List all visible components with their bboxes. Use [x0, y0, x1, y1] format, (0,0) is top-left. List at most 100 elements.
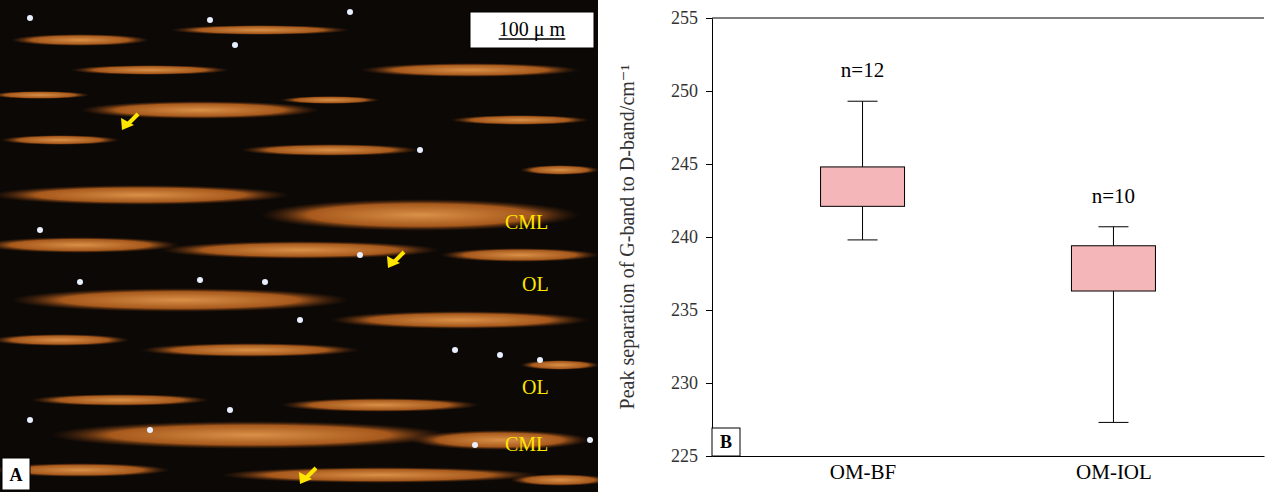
organic-streak — [0, 185, 290, 205]
scale-bar-label: 100 μ m — [499, 18, 566, 41]
mineral-grain — [27, 15, 33, 21]
y-tick-mark — [706, 91, 712, 92]
mineral-grain — [197, 277, 203, 283]
layer-label: OL — [522, 376, 549, 398]
y-axis-title: Peak separation of G-band to D-band/cm⁻¹ — [616, 65, 639, 410]
panel-letter-box — [2, 458, 30, 490]
panel-a: 100 μ m CML OL OL CML A — [0, 0, 610, 492]
organic-streak — [70, 65, 230, 75]
mineral-grain — [27, 417, 33, 423]
whisker-lower — [1113, 291, 1114, 422]
organic-streak — [440, 248, 598, 262]
mineral-grain — [537, 357, 543, 363]
organic-streak — [10, 288, 350, 312]
whisker-cap-max — [848, 101, 878, 102]
whisker-cap-min — [848, 239, 878, 240]
organic-streak — [520, 360, 598, 370]
x-axis: OM-BF OM-IOL — [713, 457, 1265, 484]
organic-streak — [170, 25, 350, 35]
y-tick-label: 245 — [671, 154, 698, 174]
x-tick: OM-IOL — [1076, 460, 1152, 484]
mineral-grain — [452, 347, 458, 353]
panel-letter: A — [10, 465, 23, 485]
whisker-upper — [1113, 227, 1114, 246]
organic-streak — [410, 430, 590, 450]
y-tick-label: 230 — [671, 373, 698, 393]
organic-streak — [450, 115, 590, 125]
mineral-grain — [232, 42, 238, 48]
y-tick: 245 — [671, 154, 712, 174]
y-tick-mark — [706, 310, 712, 311]
organic-streak — [0, 91, 90, 99]
whisker-cap-min — [1098, 422, 1128, 423]
organic-streak — [80, 101, 320, 119]
organic-streak — [10, 34, 150, 46]
y-tick-label: 240 — [671, 227, 698, 247]
organic-streak — [50, 421, 450, 449]
arrow-head — [299, 472, 312, 484]
organic-streak — [140, 343, 360, 357]
layer-label: OL — [522, 273, 549, 295]
mineral-grain — [297, 317, 303, 323]
organic-streak — [240, 144, 420, 156]
organic-streak — [0, 237, 180, 253]
boxes — [821, 101, 1156, 422]
y-tick-label: 255 — [671, 8, 698, 28]
box — [821, 167, 905, 206]
y-tick-mark — [706, 237, 712, 238]
x-tick-label: OM-IOL — [1076, 460, 1152, 484]
mineral-grain — [262, 279, 268, 285]
organic-streak — [520, 165, 598, 175]
y-tick: 225 — [671, 446, 712, 466]
x-tick: OM-BF — [830, 460, 897, 484]
whisker-cap-max — [1098, 226, 1128, 227]
scale-bar — [499, 38, 566, 40]
mineral-grain — [147, 427, 153, 433]
y-tick: 230 — [671, 373, 712, 393]
mineral-grain — [347, 9, 353, 15]
mineral-grain — [587, 437, 593, 443]
layer-label: CML — [505, 433, 548, 455]
box — [1071, 246, 1155, 291]
organic-streak — [510, 474, 598, 486]
arrow-head — [121, 118, 134, 130]
y-axis: 225 230 235 240 245 250 255 — [671, 8, 713, 466]
mineral-grain — [472, 442, 478, 448]
arrow-head — [387, 256, 400, 268]
x-axis-line — [713, 456, 1265, 457]
y-tick-mark — [706, 456, 712, 457]
mineral-grain — [357, 252, 363, 258]
y-tick: 240 — [671, 227, 712, 247]
x-tick-label: OM-BF — [830, 460, 897, 484]
count-label: n=10 — [1092, 184, 1135, 208]
organic-streak — [0, 334, 130, 346]
mineral-grain — [497, 352, 503, 358]
layer-label: CML — [505, 211, 548, 233]
organic-streak — [330, 311, 590, 329]
photo-texture — [0, 9, 598, 486]
y-axis-line — [712, 19, 713, 457]
mineral-grain — [37, 227, 43, 233]
y-tick-mark — [706, 164, 712, 165]
figure: 100 μ m CML OL OL CML A 225 230 235 240 245 250 255 O… — [0, 0, 1270, 492]
organic-streak — [280, 96, 380, 104]
mineral-grain — [227, 407, 233, 413]
y-tick: 255 — [671, 8, 712, 28]
whisker-lower — [862, 206, 863, 240]
y-tick-mark — [706, 18, 712, 19]
y-tick-label: 225 — [671, 446, 698, 466]
panel-letter: B — [720, 432, 732, 452]
panel-b: 225 230 235 240 245 250 255 OM-BF OM-IOL Peak sep… — [616, 8, 1265, 484]
y-tick-label: 250 — [671, 81, 698, 101]
mineral-grain — [77, 279, 83, 285]
whisker-upper — [862, 101, 863, 167]
y-tick: 235 — [671, 300, 712, 320]
organic-streak — [360, 63, 580, 77]
organic-streak — [0, 135, 120, 145]
organic-streak — [220, 467, 540, 483]
plot-frame-top — [712, 18, 1264, 19]
scale-bar-box — [470, 12, 594, 48]
mineral-grain — [207, 17, 213, 23]
y-tick-label: 235 — [671, 300, 698, 320]
organic-streak — [280, 398, 480, 412]
